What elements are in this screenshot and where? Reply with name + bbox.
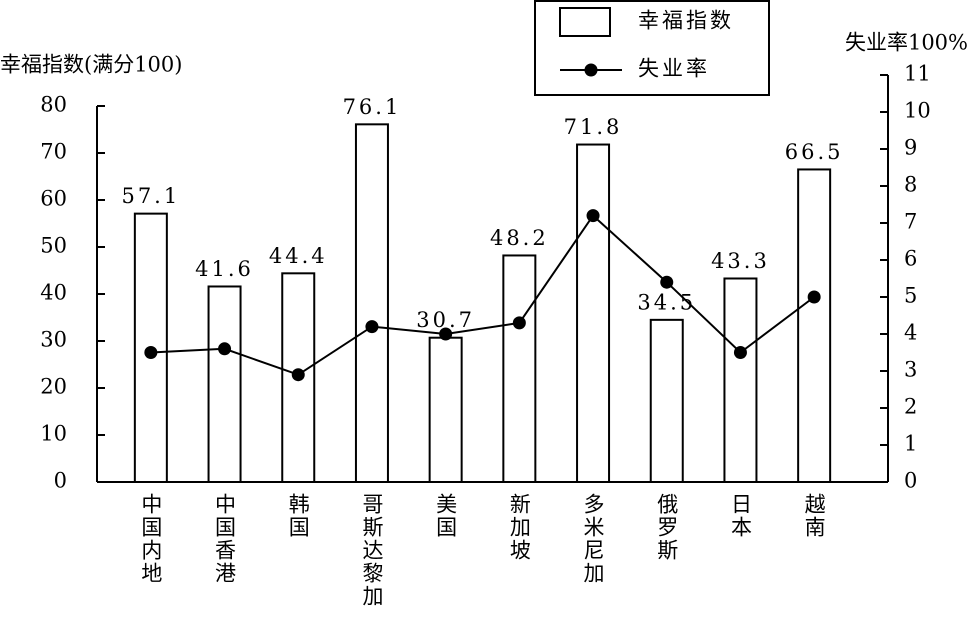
x-tick-label: 俄罗斯	[655, 493, 679, 562]
y-tick-label: 60	[40, 187, 67, 211]
value-label: 43.3	[711, 249, 770, 273]
x-tick-label: 中国香港	[213, 493, 237, 585]
y2-axis-title: 失业率100%	[845, 31, 968, 55]
y2-tick-label: 5	[904, 284, 917, 308]
value-label: 41.6	[195, 257, 254, 281]
value-label: 48.2	[490, 226, 549, 250]
y-tick-label: 50	[40, 234, 67, 258]
bar	[502, 254, 537, 483]
y-tick-label: 80	[40, 93, 67, 117]
value-label: 34.5	[637, 290, 696, 314]
point	[218, 342, 232, 356]
line	[150, 214, 815, 376]
y2-tick-label: 1	[904, 432, 917, 456]
point	[586, 209, 600, 223]
bar	[723, 277, 758, 483]
value-label: 71.8	[564, 115, 623, 139]
bar	[649, 318, 684, 483]
x-tick-label: 哥斯达黎加	[360, 493, 384, 608]
y2-tick-label: 6	[904, 247, 917, 271]
point	[660, 275, 674, 289]
y2-tick-label: 0	[904, 469, 917, 493]
point	[291, 368, 305, 382]
y-axis-title: 幸福指数(满分100)	[0, 53, 182, 77]
y-tick-label: 0	[54, 469, 67, 493]
value-label: 66.5	[785, 140, 844, 164]
bar	[354, 123, 389, 484]
y-tick-label: 40	[40, 281, 67, 305]
x-tick-label: 美国	[434, 493, 458, 539]
bar	[797, 168, 832, 483]
bar	[576, 143, 611, 483]
y-tick-label: 10	[40, 422, 67, 446]
y2-tick-label: 7	[904, 210, 917, 234]
y-tick-label: 70	[40, 140, 67, 164]
point	[439, 327, 453, 341]
x-tick-label: 韩国	[286, 493, 310, 539]
y-tick-label: 30	[40, 328, 67, 352]
x-tick-label: 新加坡	[507, 493, 531, 562]
point	[512, 316, 526, 330]
legend-swatch	[559, 7, 611, 37]
legend-label: 失业率	[638, 57, 710, 81]
value-label: 44.4	[269, 244, 328, 268]
legend-box	[534, 0, 770, 96]
point	[144, 346, 158, 359]
value-label: 57.1	[121, 184, 180, 208]
legend-label: 幸福指数	[638, 9, 734, 33]
point	[733, 346, 747, 359]
legend-swatch	[584, 63, 598, 77]
x-tick-label: 中国内地	[139, 493, 163, 585]
y2-tick-label: 9	[904, 136, 917, 160]
y2-tick-label: 2	[904, 395, 917, 419]
bar	[428, 336, 463, 483]
value-label: 76.1	[343, 95, 402, 119]
x-tick-label: 日本	[728, 493, 752, 539]
y2-tick-label: 11	[904, 62, 931, 86]
x-tick-label: 多米尼加	[581, 493, 605, 585]
x-tick-label: 越南	[802, 493, 826, 539]
y2-tick-label: 8	[904, 173, 917, 197]
point	[807, 290, 821, 304]
y2-tick-label: 10	[904, 99, 931, 123]
y2-tick-label: 3	[904, 358, 917, 382]
point	[365, 320, 379, 334]
y2-tick-label: 4	[904, 321, 917, 345]
bar	[207, 285, 242, 484]
y-tick-label: 20	[40, 375, 67, 399]
